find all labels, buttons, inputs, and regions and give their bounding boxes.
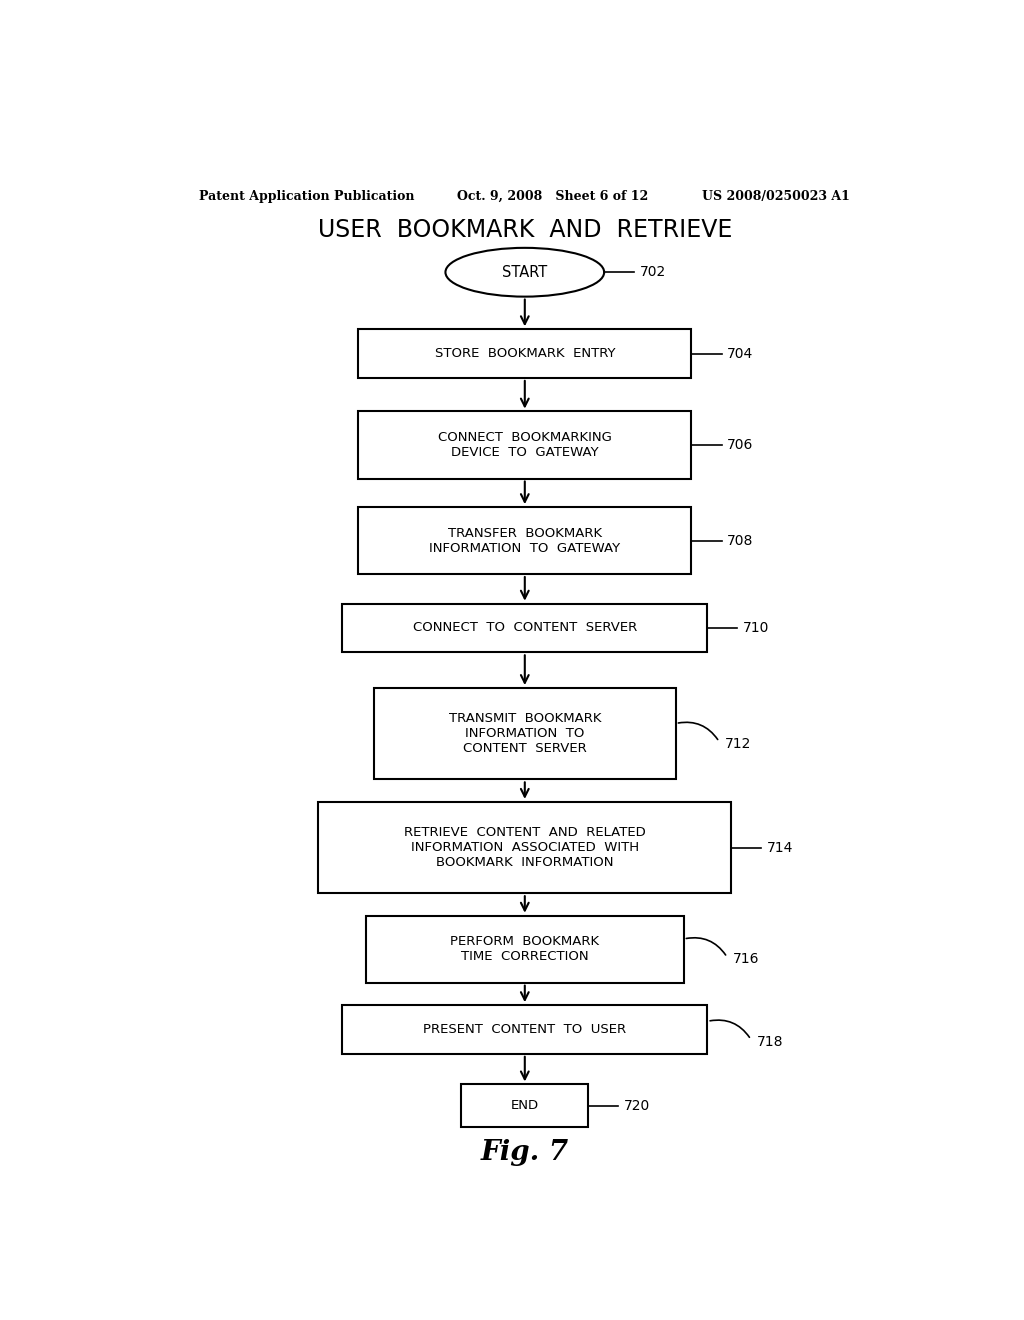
Text: 718: 718 [757, 1035, 783, 1048]
Text: US 2008/0250023 A1: US 2008/0250023 A1 [702, 190, 850, 202]
Text: CONNECT  TO  CONTENT  SERVER: CONNECT TO CONTENT SERVER [413, 622, 637, 635]
Text: TRANSMIT  BOOKMARK
INFORMATION  TO
CONTENT  SERVER: TRANSMIT BOOKMARK INFORMATION TO CONTENT… [449, 713, 601, 755]
Text: START: START [502, 265, 548, 280]
Text: PRESENT  CONTENT  TO  USER: PRESENT CONTENT TO USER [423, 1023, 627, 1036]
Text: PERFORM  BOOKMARK
TIME  CORRECTION: PERFORM BOOKMARK TIME CORRECTION [451, 935, 599, 964]
Text: TRANSFER  BOOKMARK
INFORMATION  TO  GATEWAY: TRANSFER BOOKMARK INFORMATION TO GATEWAY [429, 527, 621, 554]
Text: 706: 706 [727, 438, 754, 451]
Text: 710: 710 [743, 620, 769, 635]
Text: 708: 708 [727, 533, 754, 548]
Text: END: END [511, 1100, 539, 1113]
Text: 712: 712 [725, 737, 752, 751]
Text: 704: 704 [727, 347, 754, 360]
Text: Patent Application Publication: Patent Application Publication [200, 190, 415, 202]
Text: Oct. 9, 2008   Sheet 6 of 12: Oct. 9, 2008 Sheet 6 of 12 [458, 190, 648, 202]
Text: Fig. 7: Fig. 7 [480, 1139, 569, 1166]
Text: 714: 714 [767, 841, 794, 854]
Text: STORE  BOOKMARK  ENTRY: STORE BOOKMARK ENTRY [434, 347, 615, 360]
Text: 720: 720 [624, 1098, 650, 1113]
Text: CONNECT  BOOKMARKING
DEVICE  TO  GATEWAY: CONNECT BOOKMARKING DEVICE TO GATEWAY [438, 432, 611, 459]
Text: RETRIEVE  CONTENT  AND  RELATED
INFORMATION  ASSOCIATED  WITH
BOOKMARK  INFORMAT: RETRIEVE CONTENT AND RELATED INFORMATION… [403, 826, 646, 869]
Text: USER  BOOKMARK  AND  RETRIEVE: USER BOOKMARK AND RETRIEVE [317, 218, 732, 242]
Text: 716: 716 [733, 952, 759, 966]
Text: 702: 702 [640, 265, 667, 280]
